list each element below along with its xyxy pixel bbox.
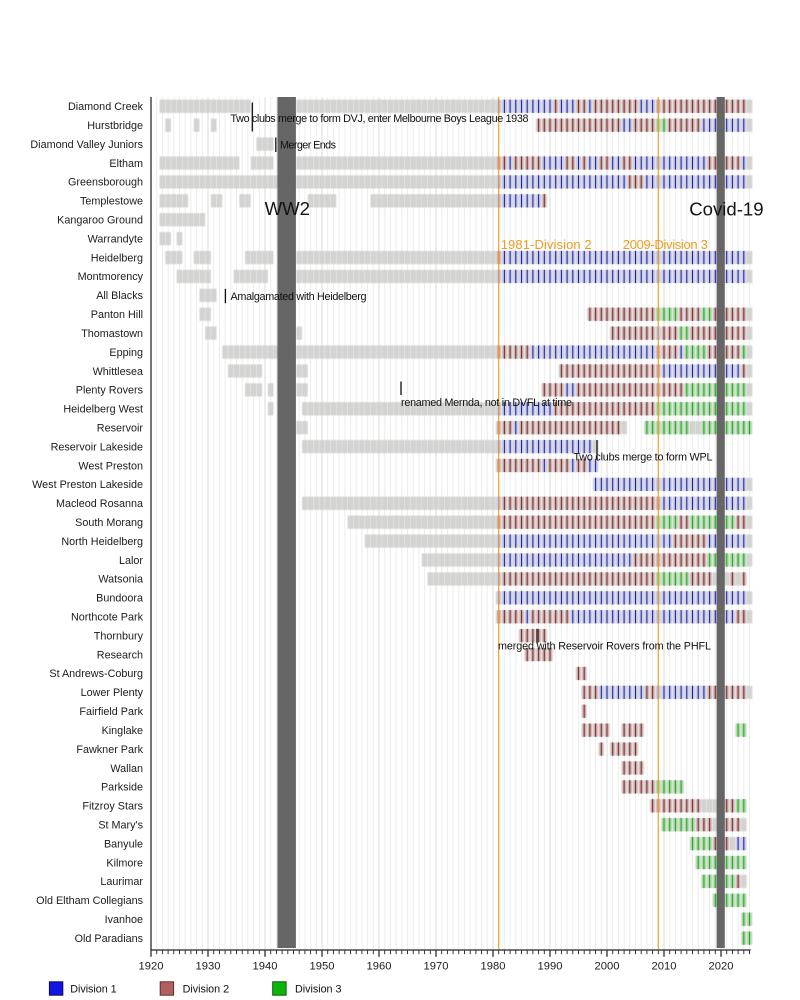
svg-text:Montmorency: Montmorency bbox=[78, 271, 144, 283]
svg-text:Thornbury: Thornbury bbox=[94, 630, 144, 642]
svg-text:Division 3: Division 3 bbox=[295, 983, 342, 995]
svg-text:West Preston: West Preston bbox=[78, 460, 143, 472]
svg-text:1920: 1920 bbox=[139, 961, 164, 973]
svg-text:2000: 2000 bbox=[595, 961, 620, 973]
svg-text:South Morang: South Morang bbox=[75, 517, 143, 529]
svg-text:Heidelberg West: Heidelberg West bbox=[63, 404, 143, 416]
svg-text:Epping: Epping bbox=[109, 347, 143, 359]
svg-text:Macleod Rosanna: Macleod Rosanna bbox=[56, 498, 143, 510]
svg-text:Lower Plenty: Lower Plenty bbox=[81, 687, 144, 699]
svg-text:Hurstbridge: Hurstbridge bbox=[87, 120, 143, 132]
svg-text:Covid-19: Covid-19 bbox=[689, 198, 763, 219]
svg-text:1990: 1990 bbox=[538, 961, 563, 973]
svg-text:North Heidelberg: North Heidelberg bbox=[61, 536, 143, 548]
svg-text:2010: 2010 bbox=[652, 961, 677, 973]
svg-text:All Blacks: All Blacks bbox=[96, 290, 143, 302]
svg-text:Parkside: Parkside bbox=[101, 782, 143, 794]
svg-text:Banyule: Banyule bbox=[104, 838, 143, 850]
svg-text:2009-Division 3: 2009-Division 3 bbox=[623, 237, 708, 252]
svg-text:Wallan: Wallan bbox=[110, 763, 143, 775]
svg-text:Fitzroy Stars: Fitzroy Stars bbox=[82, 801, 143, 813]
svg-text:Northcote Park: Northcote Park bbox=[71, 612, 144, 624]
svg-text:Ivanhoe: Ivanhoe bbox=[105, 914, 143, 926]
svg-text:Merger Ends: Merger Ends bbox=[280, 140, 337, 152]
svg-text:1960: 1960 bbox=[367, 961, 392, 973]
svg-text:Templestowe: Templestowe bbox=[80, 196, 143, 208]
svg-text:Diamond Valley Juniors: Diamond Valley Juniors bbox=[30, 139, 143, 151]
svg-text:1970: 1970 bbox=[424, 961, 449, 973]
svg-text:Old Paradians: Old Paradians bbox=[75, 933, 144, 945]
svg-text:2020: 2020 bbox=[709, 961, 734, 973]
svg-text:Two clubs merge to form WPL: Two clubs merge to form WPL bbox=[574, 452, 713, 464]
svg-text:Thomastown: Thomastown bbox=[81, 328, 143, 340]
svg-text:Two clubs merge to form DVJ, e: Two clubs merge to form DVJ, enter Melbo… bbox=[231, 113, 529, 125]
svg-text:Reservoir Lakeside: Reservoir Lakeside bbox=[51, 441, 143, 453]
svg-text:Reservoir: Reservoir bbox=[97, 423, 144, 435]
svg-text:Watsonia: Watsonia bbox=[98, 574, 143, 586]
svg-text:Heidelberg: Heidelberg bbox=[91, 252, 143, 264]
svg-text:Division 1: Division 1 bbox=[70, 983, 117, 995]
svg-text:Kilmore: Kilmore bbox=[106, 857, 143, 869]
svg-text:Kinglake: Kinglake bbox=[102, 725, 143, 737]
svg-text:1930: 1930 bbox=[196, 961, 221, 973]
svg-text:Fawkner Park: Fawkner Park bbox=[76, 744, 143, 756]
svg-text:Kangaroo Ground: Kangaroo Ground bbox=[57, 215, 143, 227]
svg-text:renamed Mernda, not in DVFL at: renamed Mernda, not in DVFL at time bbox=[401, 397, 572, 409]
svg-text:Fairfield Park: Fairfield Park bbox=[79, 706, 143, 718]
svg-text:WW2: WW2 bbox=[265, 198, 310, 219]
svg-text:Lalor: Lalor bbox=[119, 555, 143, 567]
svg-text:1980: 1980 bbox=[481, 961, 506, 973]
svg-text:Greensborough: Greensborough bbox=[68, 177, 143, 189]
svg-text:1950: 1950 bbox=[310, 961, 335, 973]
svg-text:Division 2: Division 2 bbox=[183, 983, 230, 995]
svg-text:St Andrews-Coburg: St Andrews-Coburg bbox=[49, 668, 143, 680]
svg-text:Research: Research bbox=[97, 649, 143, 661]
svg-text:Whittlesea: Whittlesea bbox=[93, 366, 143, 378]
svg-text:Diamond Creek: Diamond Creek bbox=[68, 101, 144, 113]
svg-text:West Preston Lakeside: West Preston Lakeside bbox=[32, 479, 143, 491]
svg-text:Bundoora: Bundoora bbox=[96, 593, 143, 605]
svg-text:Warrandyte: Warrandyte bbox=[88, 233, 143, 245]
svg-text:1981-Division 2: 1981-Division 2 bbox=[501, 237, 592, 252]
svg-text:1940: 1940 bbox=[253, 961, 278, 973]
svg-text:Amalgamated with Heidelberg: Amalgamated with Heidelberg bbox=[231, 291, 367, 303]
svg-text:Eltham: Eltham bbox=[109, 158, 143, 170]
svg-text:Old Eltham Collegians: Old Eltham Collegians bbox=[36, 895, 143, 907]
svg-text:merged with Reservoir Rovers f: merged with Reservoir Rovers from the PH… bbox=[498, 641, 711, 653]
svg-text:Plenty Rovers: Plenty Rovers bbox=[76, 385, 144, 397]
svg-text:Panton Hill: Panton Hill bbox=[91, 309, 143, 321]
svg-text:Laurimar: Laurimar bbox=[100, 876, 143, 888]
svg-text:St Mary's: St Mary's bbox=[98, 820, 143, 832]
